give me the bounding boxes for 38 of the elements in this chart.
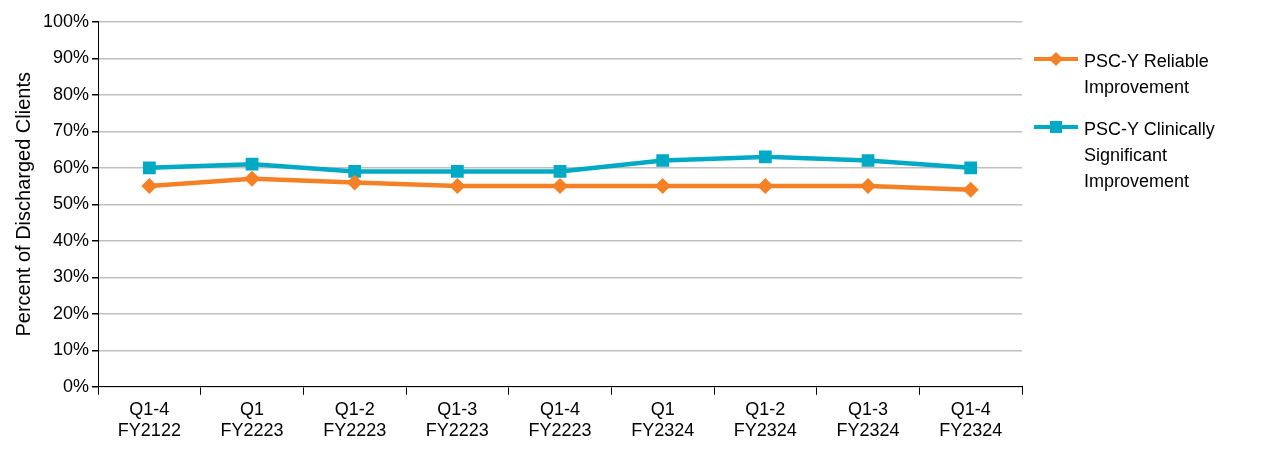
point [758, 150, 772, 164]
point [143, 161, 156, 175]
x-tick-label: Q1-2 FY2324 [733, 398, 797, 441]
x-tick-label: Q1-4 FY2122 [117, 398, 181, 441]
point [964, 161, 978, 175]
point [245, 157, 259, 171]
y-tick-label: 100% [42, 10, 90, 31]
y-tick-label: 80% [53, 83, 90, 104]
x-tick-label: Q1-4 FY2324 [939, 398, 1003, 441]
y-tick-label: 10% [53, 339, 90, 360]
point [757, 178, 774, 195]
y-tick-label: 70% [53, 120, 90, 141]
y-tick-label: 30% [53, 266, 90, 287]
point [656, 154, 670, 167]
point [962, 181, 979, 198]
point [449, 178, 466, 195]
x-tick-label: Q1-2 FY2223 [323, 398, 387, 441]
x-tick-label: Q1 FY2324 [631, 398, 695, 441]
point [861, 154, 875, 167]
y-tick-label: 50% [53, 193, 90, 214]
legend-label: PSC-Y Reliable Improvement [1084, 50, 1210, 99]
point [654, 178, 671, 195]
x-tick-label: Q1-4 FY2223 [528, 398, 592, 441]
y-tick-label: 20% [53, 302, 90, 323]
x-tick-label: Q1-3 FY2324 [836, 398, 900, 441]
y-tick-label: 40% [53, 229, 90, 250]
x-tick-label: Q1-3 FY2223 [425, 398, 489, 441]
y-axis-title: Percent of Discharged Clients [11, 72, 34, 337]
point [141, 178, 158, 195]
y-tick-label: 60% [53, 156, 90, 177]
y-tick-label: 90% [53, 47, 90, 68]
point [346, 174, 363, 191]
legend-label: PSC-Y Clinically Significant Improvement [1084, 118, 1216, 193]
point [450, 165, 464, 178]
x-tick-label: Q1 FY2223 [220, 398, 284, 441]
point [348, 165, 362, 178]
point [553, 165, 567, 178]
y-tick-label: 0% [63, 375, 90, 396]
